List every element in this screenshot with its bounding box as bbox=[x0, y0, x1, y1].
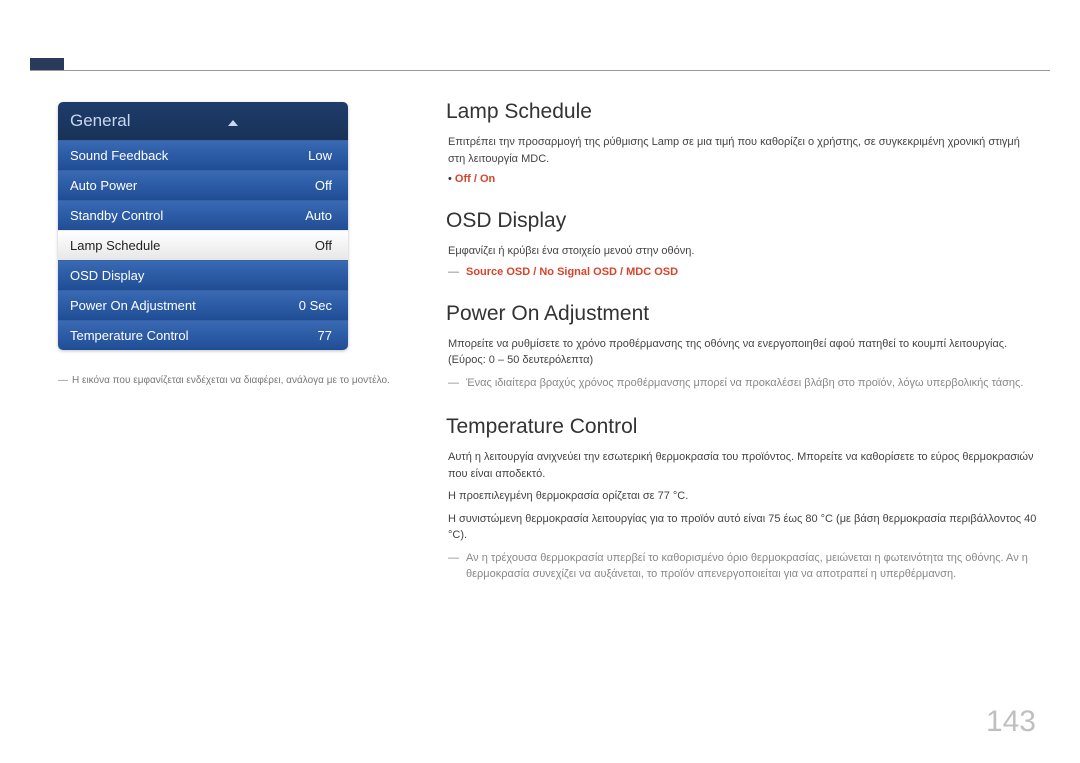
menu-item[interactable]: Temperature Control 77 bbox=[58, 320, 348, 350]
menu-item[interactable]: Auto Power Off bbox=[58, 170, 348, 200]
section-desc: Μπορείτε να ρυθμίσετε το χρόνο προθέρμαν… bbox=[446, 336, 1038, 369]
menu-item-label: Standby Control bbox=[70, 208, 163, 223]
menu-item[interactable]: Power On Adjustment 0 Sec bbox=[58, 290, 348, 320]
section-note: Ένας ιδιαίτερα βραχύς χρόνος προθέρμανση… bbox=[446, 375, 1038, 392]
menu-item-value: Off bbox=[315, 238, 336, 253]
menu-item[interactable]: OSD Display bbox=[58, 260, 348, 290]
menu-item-label: Power On Adjustment bbox=[70, 298, 196, 313]
section-desc: Επιτρέπει την προσαρμογή της ρύθμισης La… bbox=[446, 134, 1038, 167]
menu-item-label: Temperature Control bbox=[70, 328, 189, 343]
panel-title-text: General bbox=[70, 111, 130, 130]
panel-footnote: Η εικόνα που εμφανίζεται ενδέχεται να δι… bbox=[58, 375, 390, 386]
section-title: Power On Adjustment bbox=[446, 302, 1038, 326]
collapse-icon[interactable] bbox=[228, 120, 238, 126]
menu-item-value: 0 Sec bbox=[299, 298, 336, 313]
section-desc: Εμφανίζει ή κρύβει ένα στοιχείο μενού στ… bbox=[446, 243, 1038, 260]
section-title: Lamp Schedule bbox=[446, 100, 1038, 124]
section-power-on-adjustment: Power On Adjustment Μπορείτε να ρυθμίσετ… bbox=[446, 302, 1038, 392]
section-osd-display: OSD Display Εμφανίζει ή κρύβει ένα στοιχ… bbox=[446, 209, 1038, 278]
menu-item[interactable]: Standby Control Auto bbox=[58, 200, 348, 230]
section-temperature-control: Temperature Control Αυτή η λειτουργία αν… bbox=[446, 415, 1038, 583]
menu-item[interactable]: Sound Feedback Low bbox=[58, 140, 348, 170]
panel-title: General bbox=[58, 102, 348, 140]
menu-item-label: Sound Feedback bbox=[70, 148, 168, 163]
section-title: Temperature Control bbox=[446, 415, 1038, 439]
section-note: Αν η τρέχουσα θερμοκρασία υπερβεί το καθ… bbox=[446, 550, 1038, 583]
menu-item-label: Lamp Schedule bbox=[70, 238, 160, 253]
menu-item-value: 77 bbox=[318, 328, 336, 343]
section-body: Η συνιστώμενη θερμοκρασία λειτουργίας γι… bbox=[446, 511, 1038, 544]
section-body: Αυτή η λειτουργία ανιχνεύει την εσωτερικ… bbox=[446, 449, 1038, 482]
section-lamp-schedule: Lamp Schedule Επιτρέπει την προσαρμογή τ… bbox=[446, 100, 1038, 185]
option-list: Source OSD / No Signal OSD / MDC OSD bbox=[446, 266, 1038, 278]
menu-item-value: Auto bbox=[305, 208, 336, 223]
menu-item-value: Off bbox=[315, 178, 336, 193]
menu-item[interactable]: Lamp Schedule Off bbox=[58, 230, 348, 260]
option-list: Off / On bbox=[446, 173, 1038, 185]
page-number: 143 bbox=[986, 705, 1036, 739]
menu-item-label: Auto Power bbox=[70, 178, 137, 193]
header-divider bbox=[30, 70, 1050, 71]
menu-item-label: OSD Display bbox=[70, 268, 144, 283]
settings-panel: General Sound Feedback Low Auto Power Off St… bbox=[58, 102, 348, 350]
menu-item-value: Low bbox=[308, 148, 336, 163]
section-body: Η προεπιλεγμένη θερμοκρασία ορίζεται σε … bbox=[446, 488, 1038, 505]
main-content: Lamp Schedule Επιτρέπει την προσαρμογή τ… bbox=[446, 100, 1038, 607]
section-title: OSD Display bbox=[446, 209, 1038, 233]
